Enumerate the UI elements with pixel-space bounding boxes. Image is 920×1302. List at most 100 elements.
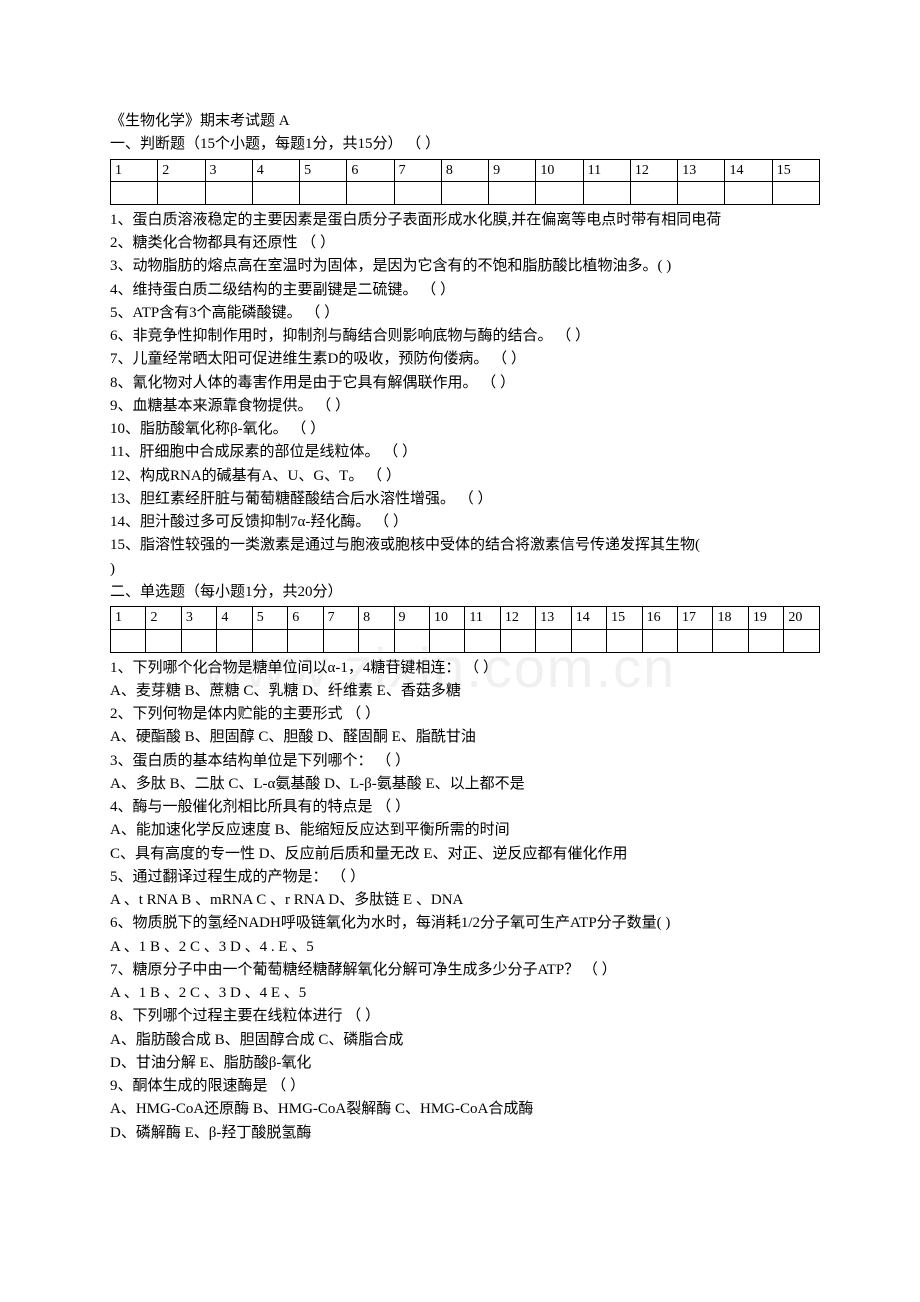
grid-header-cell: 4 [217, 607, 252, 630]
grid-header-cell: 10 [429, 607, 464, 630]
grid-header-cell: 9 [489, 159, 536, 182]
section2-heading: 二、单选题（每小题1分，共20分） [110, 581, 820, 604]
grid-header-cell: 17 [678, 607, 713, 630]
grid-answer-cell [300, 182, 347, 205]
grid-header-cell: 16 [642, 607, 677, 630]
grid-answer-cell [394, 182, 441, 205]
s2-q9o2: D、磷解酶 E、β-羟丁酸脱氢酶 [110, 1122, 820, 1145]
grid-header-cell: 1 [111, 159, 158, 182]
grid-answer-cell [252, 629, 287, 652]
grid-answer-cell [678, 629, 713, 652]
s2-q6: 6、物质脱下的氢经NADH呼吸链氧化为水时，每消耗1/2分子氧可生产ATP分子数… [110, 912, 820, 935]
s2-q9o1: A、HMG-CoA还原酶 B、HMG-CoA裂解酶 C、HMG-CoA合成酶 [110, 1098, 820, 1121]
grid-header-cell: 13 [536, 607, 571, 630]
grid-header-cell: 4 [252, 159, 299, 182]
s1-q9: 9、血糖基本来源靠食物提供。 （ ） [110, 395, 820, 418]
grid-answer-cell [607, 629, 642, 652]
s2-q7: 7、糖原分子中由一个葡萄糖经糖酵解氧化分解可净生成多少分子ATP？ （ ） [110, 959, 820, 982]
grid-header-cell: 11 [583, 159, 630, 182]
grid-header-cell: 7 [323, 607, 358, 630]
s2-q2o: A、硬酯酸 B、胆固醇 C、胆酸 D、醛固酮 E、脂酰甘油 [110, 726, 820, 749]
s2-q4o1: A、能加速化学反应速度 B、能缩短反应达到平衡所需的时间 [110, 819, 820, 842]
grid-header-cell: 3 [205, 159, 252, 182]
grid-header-cell: 1 [111, 607, 146, 630]
s1-q11: 11、肝细胞中合成尿素的部位是线粒体。 （ ） [110, 441, 820, 464]
grid-answer-cell [489, 182, 536, 205]
s1-q13: 13、胆红素经肝脏与葡萄糖醛酸结合后水溶性增强。 （ ） [110, 488, 820, 511]
grid-header-cell: 6 [347, 159, 394, 182]
grid-answer-cell [158, 182, 205, 205]
grid-answer-cell [500, 629, 535, 652]
s2-q6o: A 、1 B 、2 C 、3 D 、4 . E 、5 [110, 936, 820, 959]
grid-header-cell: 13 [678, 159, 725, 182]
grid-answer-cell [111, 629, 146, 652]
s1-q2: 2、糖类化合物都具有还原性 （ ） [110, 232, 820, 255]
s2-q8: 8、下列哪个过程主要在线粒体进行 （ ） [110, 1005, 820, 1028]
s1-q1: 1、蛋白质溶液稳定的主要因素是蛋白质分子表面形成水化膜,并在偏离等电点时带有相同… [110, 209, 820, 232]
section2-answer-grid: 1234567891011121314151617181920 [110, 606, 820, 652]
grid-answer-cell [394, 629, 429, 652]
grid-header-cell: 12 [630, 159, 677, 182]
s2-q8o2: D、甘油分解 E、脂肪酸β-氧化 [110, 1052, 820, 1075]
s2-q5: 5、通过翻译过程生成的产物是： （ ） [110, 866, 820, 889]
grid-header-cell: 15 [607, 607, 642, 630]
grid-header-cell: 5 [252, 607, 287, 630]
grid-answer-cell [146, 629, 181, 652]
grid-answer-cell [772, 182, 819, 205]
grid-answer-cell [630, 182, 677, 205]
section1-heading: 一、判断题（15个小题，每题1分，共15分） （ ） [110, 133, 820, 156]
s2-q2: 2、下列何物是体内贮能的主要形式 （ ） [110, 703, 820, 726]
s2-q3o: A、多肽 B、二肽 C、L-α氨基酸 D、L-β-氨基酸 E、以上都不是 [110, 773, 820, 796]
s1-q5: 5、ATP含有3个高能磷酸键。 （ ） [110, 302, 820, 325]
s2-q4: 4、酶与一般催化剂相比所具有的特点是 （ ） [110, 796, 820, 819]
grid-header-cell: 11 [465, 607, 500, 630]
section1-answer-grid: 123456789101112131415 [110, 159, 820, 205]
document-body: 《生物化学》期末考试题 A 一、判断题（15个小题，每题1分，共15分） （ ）… [110, 110, 820, 1145]
grid-answer-cell [111, 182, 158, 205]
grid-answer-cell [725, 182, 772, 205]
s1-q6: 6、非竞争性抑制作用时，抑制剂与酶结合则影响底物与酶的结合。 （ ） [110, 325, 820, 348]
grid-answer-cell [252, 182, 299, 205]
s2-q3: 3、蛋白质的基本结构单位是下列哪个： （ ） [110, 750, 820, 773]
grid-header-cell: 14 [571, 607, 606, 630]
s2-q9: 9、酮体生成的限速酶是 （ ） [110, 1075, 820, 1098]
grid-header-cell: 3 [181, 607, 216, 630]
grid-answer-cell [181, 629, 216, 652]
grid-header-cell: 14 [725, 159, 772, 182]
s1-q14: 14、胆汁酸过多可反馈抑制7α-羟化酶。 （ ） [110, 511, 820, 534]
grid-header-cell: 19 [748, 607, 783, 630]
grid-answer-cell [642, 629, 677, 652]
s1-q15a: 15、脂溶性较强的一类激素是通过与胞液或胞核中受体的结合将激素信号传递发挥其生物… [110, 534, 820, 557]
grid-header-cell: 15 [772, 159, 819, 182]
s1-q7: 7、儿童经常晒太阳可促进维生素D的吸收，预防佝偻病。 （ ） [110, 348, 820, 371]
grid-header-cell: 12 [500, 607, 535, 630]
s2-q1o: A、麦芽糖 B、蔗糖 C、乳糖 D、纤维素 E、香菇多糖 [110, 680, 820, 703]
grid-header-cell: 5 [300, 159, 347, 182]
s1-q8: 8、氰化物对人体的毒害作用是由于它具有解偶联作用。 （ ） [110, 372, 820, 395]
grid-header-cell: 7 [394, 159, 441, 182]
page-title: 《生物化学》期末考试题 A [110, 110, 820, 133]
s1-q12: 12、构成RNA的碱基有A、U、G、T。 （ ） [110, 465, 820, 488]
grid-header-cell: 10 [536, 159, 583, 182]
grid-answer-cell [359, 629, 394, 652]
grid-answer-cell [583, 182, 630, 205]
grid-answer-cell [748, 629, 783, 652]
grid-answer-cell [205, 182, 252, 205]
grid-answer-cell [713, 629, 748, 652]
grid-answer-cell [288, 629, 323, 652]
s2-q5o: A 、t RNA B 、mRNA C 、r RNA D、多肽链 E 、DNA [110, 889, 820, 912]
grid-answer-cell [441, 182, 488, 205]
grid-answer-cell [429, 629, 464, 652]
s1-q10: 10、脂肪酸氧化称β-氧化。 （ ） [110, 418, 820, 441]
grid-header-cell: 9 [394, 607, 429, 630]
grid-answer-cell [571, 629, 606, 652]
grid-header-cell: 8 [441, 159, 488, 182]
s1-q4: 4、维持蛋白质二级结构的主要副键是二硫键。 （ ） [110, 279, 820, 302]
grid-answer-cell [465, 629, 500, 652]
s1-q15b: ) [110, 558, 820, 581]
grid-answer-cell [536, 182, 583, 205]
s2-q8o1: A、脂肪酸合成 B、胆固醇合成 C、磷脂合成 [110, 1029, 820, 1052]
grid-answer-cell [323, 629, 358, 652]
grid-header-cell: 2 [146, 607, 181, 630]
grid-header-cell: 2 [158, 159, 205, 182]
